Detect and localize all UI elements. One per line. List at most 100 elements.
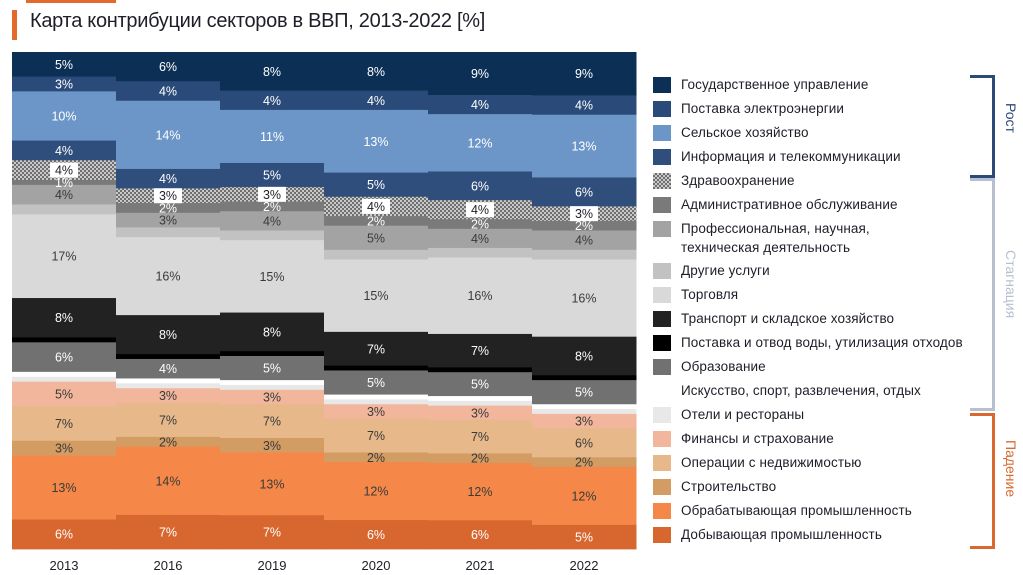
data-label: 17% <box>51 250 76 264</box>
bar-segment <box>220 211 325 231</box>
bar-segment <box>532 114 637 178</box>
legend-item: Операции с недвижимостью <box>653 453 862 473</box>
legend-label: Финансы и страхование <box>681 431 834 446</box>
bar-segment <box>12 337 117 343</box>
title-accent-bar <box>12 10 17 40</box>
data-label: 4% <box>575 99 593 113</box>
legend-swatch <box>653 407 671 423</box>
legend-swatch <box>653 101 671 117</box>
bar-segment <box>220 355 325 381</box>
data-label: 2% <box>471 218 489 232</box>
data-label: 2% <box>471 452 489 466</box>
data-label: 5% <box>55 387 73 401</box>
bar-segment <box>220 162 325 188</box>
bar-segment <box>324 418 429 453</box>
bar-segment <box>116 237 221 316</box>
bar-segment <box>220 109 325 164</box>
bar-segment <box>116 446 221 516</box>
legend-item: Поставка и отвод воды, утилизация отходо… <box>653 333 963 353</box>
bar-segment <box>220 438 325 453</box>
data-label: 3% <box>159 189 177 203</box>
bar-segment <box>324 90 429 111</box>
bar-segment <box>12 91 117 141</box>
bar-segment <box>220 404 325 439</box>
bar-segment <box>12 76 117 92</box>
data-label: 12% <box>467 136 492 150</box>
data-label: 8% <box>159 328 177 342</box>
data-label-box <box>362 198 390 214</box>
legend-item: Искусство, спорт, развлечения, отдых <box>653 381 921 401</box>
data-label-box <box>466 202 494 218</box>
data-label: 4% <box>159 84 177 98</box>
bar-segment <box>532 249 637 260</box>
legend-label: Поставка и отвод воды, утилизация отходо… <box>681 335 963 350</box>
bar-segment <box>220 384 325 391</box>
data-label: 7% <box>263 415 281 429</box>
group-label-decline: Падение <box>1003 440 1019 498</box>
bar-segment <box>324 370 429 395</box>
data-label: 6% <box>471 528 489 542</box>
data-label: 4% <box>55 144 73 158</box>
data-label: 5% <box>575 386 593 400</box>
bar-segment <box>116 315 221 355</box>
bar-segment <box>532 177 637 207</box>
data-label: 4% <box>159 172 177 186</box>
x-tick-label: 2021 <box>466 558 495 573</box>
group-label-growth: Рост <box>1003 103 1019 133</box>
legend-label: Торговля <box>681 287 739 302</box>
legend-item: Добывающая промышленность <box>653 525 882 545</box>
data-label: 7% <box>263 526 281 540</box>
bar-segment <box>324 225 429 251</box>
bar-segment <box>116 388 221 404</box>
legend-label: Здравоохранение <box>681 173 795 188</box>
legend-item: Профессиональная, научная, техническая д… <box>653 219 901 255</box>
x-tick-label: 2019 <box>258 558 287 573</box>
legend-swatch <box>653 311 671 327</box>
bar-segment <box>220 90 325 111</box>
legend-label: Добывающая промышленность <box>681 527 882 542</box>
data-label: 7% <box>159 525 177 539</box>
data-label: 7% <box>471 344 489 358</box>
data-label: 13% <box>363 135 388 149</box>
bar-segment <box>532 380 637 405</box>
legend-label: Искусство, спорт, развлечения, отдых <box>681 383 921 398</box>
data-label: 6% <box>367 528 385 542</box>
bar-segment <box>324 399 429 405</box>
legend-label: Сельское хозяйство <box>681 125 809 140</box>
group-label-stagnation: Стагнация <box>1003 250 1019 319</box>
bar-segment <box>532 220 637 231</box>
data-label: 9% <box>575 67 593 81</box>
data-label: 6% <box>55 351 73 365</box>
bar-segment <box>220 351 325 357</box>
data-label: 7% <box>55 417 73 431</box>
bar-segment <box>428 95 533 115</box>
bar-segment <box>532 409 637 415</box>
group-bracket-stagnation <box>970 178 995 411</box>
legend-swatch <box>653 197 671 213</box>
data-label: 15% <box>259 270 284 284</box>
data-label: 4% <box>367 200 385 214</box>
legend-item: Поставка электроэнергии <box>653 99 844 119</box>
bar-segment <box>116 358 221 379</box>
bar-segment <box>324 520 429 550</box>
data-label: 11% <box>260 130 284 144</box>
data-label: 6% <box>471 179 489 193</box>
data-label: 2% <box>367 451 385 465</box>
bar-segment <box>324 249 429 260</box>
legend-swatch <box>653 149 671 165</box>
bar-segment <box>12 214 117 299</box>
legend-swatch <box>653 221 671 237</box>
data-label: 3% <box>575 207 593 221</box>
data-label: 5% <box>575 530 593 544</box>
bar-segment <box>428 333 533 368</box>
bar-segment <box>12 140 117 161</box>
legend-swatch <box>653 503 671 519</box>
legend-label: Государственное управление <box>681 77 869 92</box>
bar-segment <box>12 381 117 407</box>
bar-segment <box>220 389 325 405</box>
bar-segment <box>324 331 429 367</box>
data-label: 7% <box>471 430 489 444</box>
bar-segment <box>12 342 117 373</box>
bar-segment <box>12 52 117 78</box>
bar-segment <box>116 81 221 102</box>
